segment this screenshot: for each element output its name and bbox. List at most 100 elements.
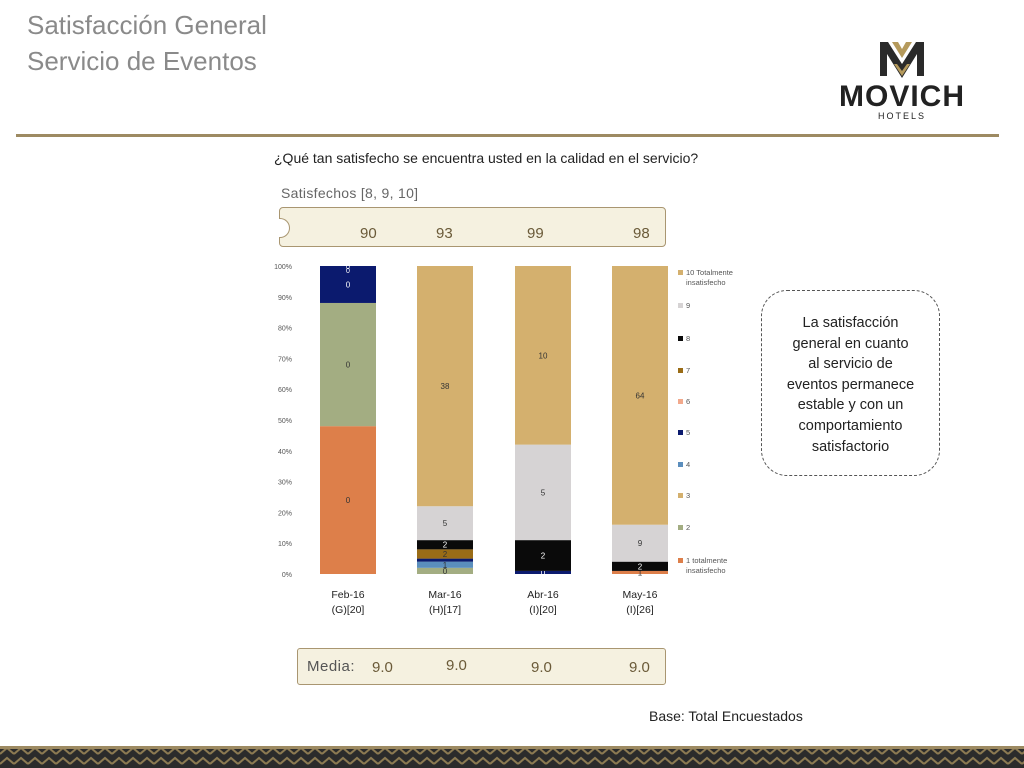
x-tick-sublabel: (H)[17] bbox=[429, 604, 461, 616]
y-tick-label: 100% bbox=[274, 264, 292, 271]
y-tick-label: 90% bbox=[278, 295, 292, 302]
bar-segment bbox=[515, 444, 571, 541]
legend-swatch bbox=[678, 430, 683, 435]
bar-segment bbox=[515, 266, 571, 445]
media-value: 9.0 bbox=[446, 657, 467, 674]
logo-text: MOVICH bbox=[839, 80, 965, 113]
bar-segment bbox=[612, 524, 668, 562]
y-tick-label: 0% bbox=[282, 572, 292, 579]
satisfied-value: 90 bbox=[360, 225, 377, 242]
x-tick-label: Feb-16 bbox=[331, 589, 364, 601]
legend-swatch bbox=[678, 558, 683, 563]
y-tick-label: 10% bbox=[278, 541, 292, 548]
page-subtitle: Servicio de Eventos bbox=[27, 46, 257, 76]
note-line: al servicio de bbox=[808, 356, 893, 373]
note-line: estable y con un bbox=[797, 397, 904, 414]
bar-segment bbox=[320, 302, 376, 427]
legend-label: insatisfecho bbox=[686, 566, 726, 575]
legend-label: 5 bbox=[686, 428, 690, 437]
bar-segment bbox=[417, 266, 473, 507]
legend-label: 9 bbox=[686, 301, 690, 310]
legend-label: 1 totalmente bbox=[686, 556, 727, 565]
bar-data-label: 5 bbox=[541, 488, 546, 497]
y-tick-label: 60% bbox=[278, 387, 292, 394]
legend-label: 6 bbox=[686, 397, 690, 406]
note-line: eventos permanece bbox=[786, 376, 915, 393]
decorative-footer-pattern bbox=[0, 746, 1024, 768]
x-tick-label: Abr-16 bbox=[527, 589, 559, 601]
media-label: Media: bbox=[307, 658, 356, 675]
legend-swatch bbox=[678, 399, 683, 404]
x-tick-sublabel: (I)[20] bbox=[529, 604, 557, 616]
bar-data-label: 0 bbox=[346, 280, 351, 289]
bar-data-label: 1 bbox=[638, 568, 643, 577]
bar-data-label: 0 bbox=[346, 268, 350, 275]
bar-data-label: 0 bbox=[443, 567, 448, 576]
legend-swatch bbox=[678, 336, 683, 341]
bar-data-label: 0 bbox=[541, 568, 546, 577]
bar-data-label: 2 bbox=[541, 552, 546, 561]
satisfied-value: 99 bbox=[527, 225, 544, 242]
legend-swatch bbox=[678, 270, 683, 275]
bar-segment bbox=[515, 540, 571, 571]
bar-data-label: 0 bbox=[346, 361, 351, 370]
x-tick-label: Mar-16 bbox=[428, 589, 461, 601]
movich-logo: MOVICH HOTELS bbox=[839, 42, 965, 121]
page-title: Satisfacción General bbox=[27, 10, 267, 40]
x-tick-label: May-16 bbox=[622, 589, 657, 601]
media-value: 9.0 bbox=[372, 659, 393, 676]
bar-data-label: 0 bbox=[346, 496, 351, 505]
legend-swatch bbox=[678, 493, 683, 498]
bar-segment bbox=[417, 506, 473, 541]
note-line: general en cuanto bbox=[792, 335, 909, 352]
x-tick-sublabel: (I)[26] bbox=[626, 604, 654, 616]
bar-data-label: 10 bbox=[539, 351, 548, 360]
stacked-bar-chart: 0%10%20%30%40%50%60%70%80%90%100%00000Fe… bbox=[274, 264, 733, 616]
bar-data-label: 0 bbox=[346, 264, 350, 271]
bar-segment bbox=[417, 549, 473, 559]
bar-segment bbox=[417, 561, 473, 568]
bar-segment bbox=[515, 570, 571, 574]
x-tick-sublabel: (G)[20] bbox=[332, 604, 365, 616]
legend-label: 8 bbox=[686, 334, 690, 343]
bar-segment bbox=[612, 266, 668, 525]
media-value: 9.0 bbox=[629, 659, 650, 676]
note-line: La satisfacción bbox=[802, 315, 899, 331]
bar-data-label: 1 bbox=[443, 561, 448, 570]
legend-label: 4 bbox=[686, 460, 690, 469]
survey-question: ¿Qué tan satisfecho se encuentra usted e… bbox=[274, 150, 699, 166]
satisfied-band bbox=[279, 207, 666, 247]
legend-label: 3 bbox=[686, 491, 690, 500]
bar-segment bbox=[417, 540, 473, 550]
satisfied-value: 93 bbox=[436, 225, 453, 242]
legend-label: 2 bbox=[686, 523, 690, 532]
header-divider bbox=[16, 134, 999, 137]
bar-segment bbox=[320, 266, 376, 303]
bar-data-label: 2 bbox=[443, 550, 448, 559]
bar-data-label: 5 bbox=[443, 519, 448, 528]
y-tick-label: 50% bbox=[278, 418, 292, 425]
bar-data-label: 2 bbox=[638, 562, 643, 571]
legend-swatch bbox=[678, 525, 683, 530]
satisfied-label: Satisfechos [8, 9, 10] bbox=[281, 185, 419, 201]
bar-data-label: 38 bbox=[441, 382, 450, 391]
bar-segment bbox=[612, 561, 668, 571]
y-tick-label: 70% bbox=[278, 356, 292, 363]
note-line: satisfactorio bbox=[811, 438, 890, 455]
logo-mark-icon bbox=[880, 42, 924, 78]
legend-swatch bbox=[678, 368, 683, 373]
logo-subtext: HOTELS bbox=[878, 111, 926, 121]
bar-segment bbox=[417, 567, 473, 574]
legend-label: 7 bbox=[686, 366, 690, 375]
bar-data-label: 9 bbox=[638, 539, 643, 548]
y-tick-label: 30% bbox=[278, 480, 292, 487]
bar-segment bbox=[612, 570, 668, 574]
satisfied-value: 98 bbox=[633, 225, 650, 242]
note-callout: La satisfacción general en cuanto al ser… bbox=[761, 290, 940, 476]
y-tick-label: 80% bbox=[278, 326, 292, 333]
bar-segment bbox=[417, 558, 473, 562]
media-band bbox=[297, 648, 666, 685]
legend-swatch bbox=[678, 462, 683, 467]
bar-data-label: 2 bbox=[443, 541, 448, 550]
bar-segment bbox=[320, 426, 376, 574]
